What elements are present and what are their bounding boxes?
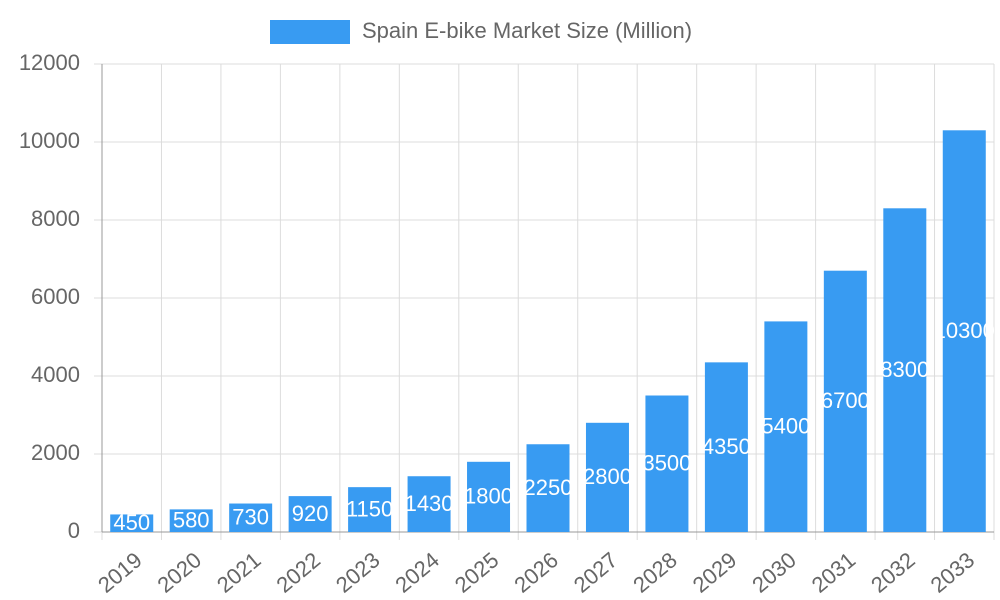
data-label: 3500 bbox=[642, 451, 691, 476]
legend-swatch bbox=[270, 20, 350, 44]
bar bbox=[823, 270, 867, 532]
data-label: 1150 bbox=[346, 496, 393, 521]
bar bbox=[585, 422, 629, 532]
x-tick-label: 2027 bbox=[569, 547, 623, 598]
data-label: 730 bbox=[232, 505, 269, 530]
y-tick-label: 6000 bbox=[31, 284, 80, 309]
data-label: 580 bbox=[173, 508, 210, 533]
x-tick-label: 2026 bbox=[509, 547, 563, 598]
bar bbox=[645, 395, 689, 532]
bar bbox=[229, 503, 273, 532]
data-label: 920 bbox=[292, 501, 329, 526]
y-tick-label: 12000 bbox=[19, 50, 80, 75]
bar bbox=[288, 496, 332, 532]
bar bbox=[407, 476, 451, 532]
x-tick-label: 2022 bbox=[272, 547, 326, 598]
y-tick-label: 0 bbox=[68, 518, 80, 543]
data-label: 8300 bbox=[880, 357, 929, 382]
x-tick-label: 2028 bbox=[628, 547, 682, 598]
y-tick-label: 2000 bbox=[31, 440, 80, 465]
x-tick-label: 2030 bbox=[747, 547, 801, 598]
x-tick-label: 2021 bbox=[212, 547, 266, 598]
data-label: 1800 bbox=[464, 484, 513, 509]
data-label: 2250 bbox=[524, 475, 573, 500]
x-tick-label: 2019 bbox=[93, 547, 147, 598]
y-tick-label: 8000 bbox=[31, 206, 80, 231]
data-label: 450 bbox=[113, 510, 150, 535]
data-label: 4350 bbox=[702, 434, 751, 459]
x-tick-label: 2031 bbox=[807, 547, 861, 598]
bar bbox=[942, 130, 986, 533]
bar bbox=[110, 514, 154, 532]
data-label: 5400 bbox=[761, 414, 810, 439]
bar bbox=[883, 208, 927, 533]
x-tick-label: 2032 bbox=[866, 547, 920, 598]
bar bbox=[467, 461, 511, 532]
bar bbox=[348, 487, 392, 532]
x-tick-label: 2024 bbox=[390, 547, 444, 598]
data-label: 10300 bbox=[934, 318, 995, 343]
bar bbox=[526, 444, 570, 532]
data-label: 1430 bbox=[405, 491, 454, 516]
y-tick-label: 10000 bbox=[19, 128, 80, 153]
legend-entry: Spain E-bike Market Size (Million) bbox=[362, 18, 692, 43]
x-tick-label: 2023 bbox=[331, 547, 385, 598]
bar bbox=[704, 362, 748, 532]
x-tick-label: 2025 bbox=[450, 547, 504, 598]
x-tick-label: 2029 bbox=[688, 547, 742, 598]
x-tick-label: 2033 bbox=[926, 547, 980, 598]
bar bbox=[169, 509, 213, 532]
data-label: 6700 bbox=[821, 388, 870, 413]
x-tick-label: 2020 bbox=[153, 547, 207, 598]
data-label: 2800 bbox=[583, 464, 632, 489]
y-tick-label: 4000 bbox=[31, 362, 80, 387]
bar bbox=[764, 321, 808, 532]
